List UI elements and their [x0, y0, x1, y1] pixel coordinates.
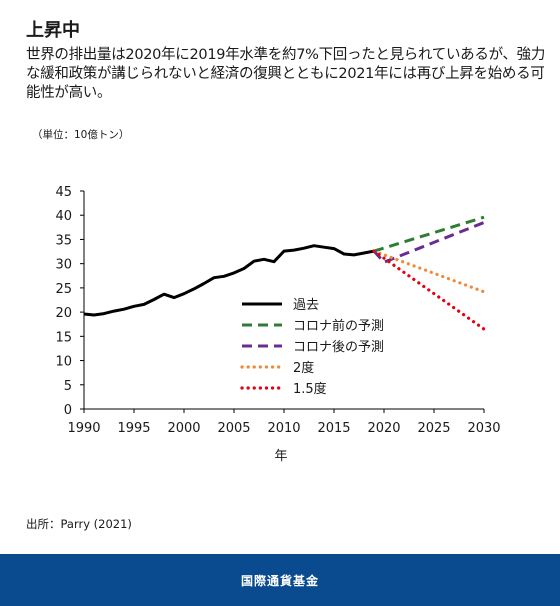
x-tick-label: 1995 — [117, 421, 150, 436]
y-tick-label: 45 — [55, 185, 72, 200]
legend-label-1: コロナ前の予測 — [293, 318, 384, 334]
y-tick-label: 10 — [55, 355, 72, 370]
x-tick-label: 2025 — [417, 421, 450, 436]
y-tick-label: 40 — [55, 209, 72, 224]
legend-label-2: コロナ後の予測 — [293, 340, 384, 355]
y-tick-label: 15 — [55, 330, 72, 345]
y-tick-label: 25 — [55, 282, 72, 297]
chart-subtitle: 世界の排出量は2020年に2019年水準を約7%下回ったと見られていあるが、強力… — [26, 47, 546, 101]
x-tick-label: 2015 — [317, 421, 350, 436]
x-axis-label: 年 — [274, 449, 287, 464]
legend-label-3: 2度 — [293, 360, 314, 376]
series-line-4 — [372, 249, 486, 331]
series-line-3 — [372, 249, 486, 294]
series-line-2 — [372, 221, 485, 264]
footer-bar: 国際通貨基金 — [0, 554, 560, 606]
chart-title: 上昇中 — [26, 20, 80, 41]
x-tick-label: 2000 — [167, 421, 200, 436]
y-tick-label: 35 — [55, 233, 72, 248]
legend-label-4: 1.5度 — [293, 381, 327, 397]
y-tick-label: 0 — [64, 403, 72, 418]
series-line-1 — [373, 215, 485, 253]
x-tick-label: 1990 — [67, 421, 100, 436]
y-tick-label: 30 — [55, 258, 72, 273]
source-note: 出所：Parry (2021) — [26, 517, 132, 531]
legend-label-0: 過去 — [293, 298, 319, 313]
x-tick-label: 2005 — [217, 421, 250, 436]
footer-org-name: 国際通貨基金 — [240, 573, 319, 588]
x-tick-label: 2030 — [467, 421, 500, 436]
series-line-0 — [83, 244, 375, 317]
x-tick-label: 2010 — [267, 421, 300, 436]
y-tick-label: 5 — [64, 379, 72, 394]
unit-label: （単位：10億トン） — [32, 129, 130, 141]
x-tick-label: 2020 — [367, 421, 400, 436]
y-tick-label: 20 — [55, 306, 72, 321]
